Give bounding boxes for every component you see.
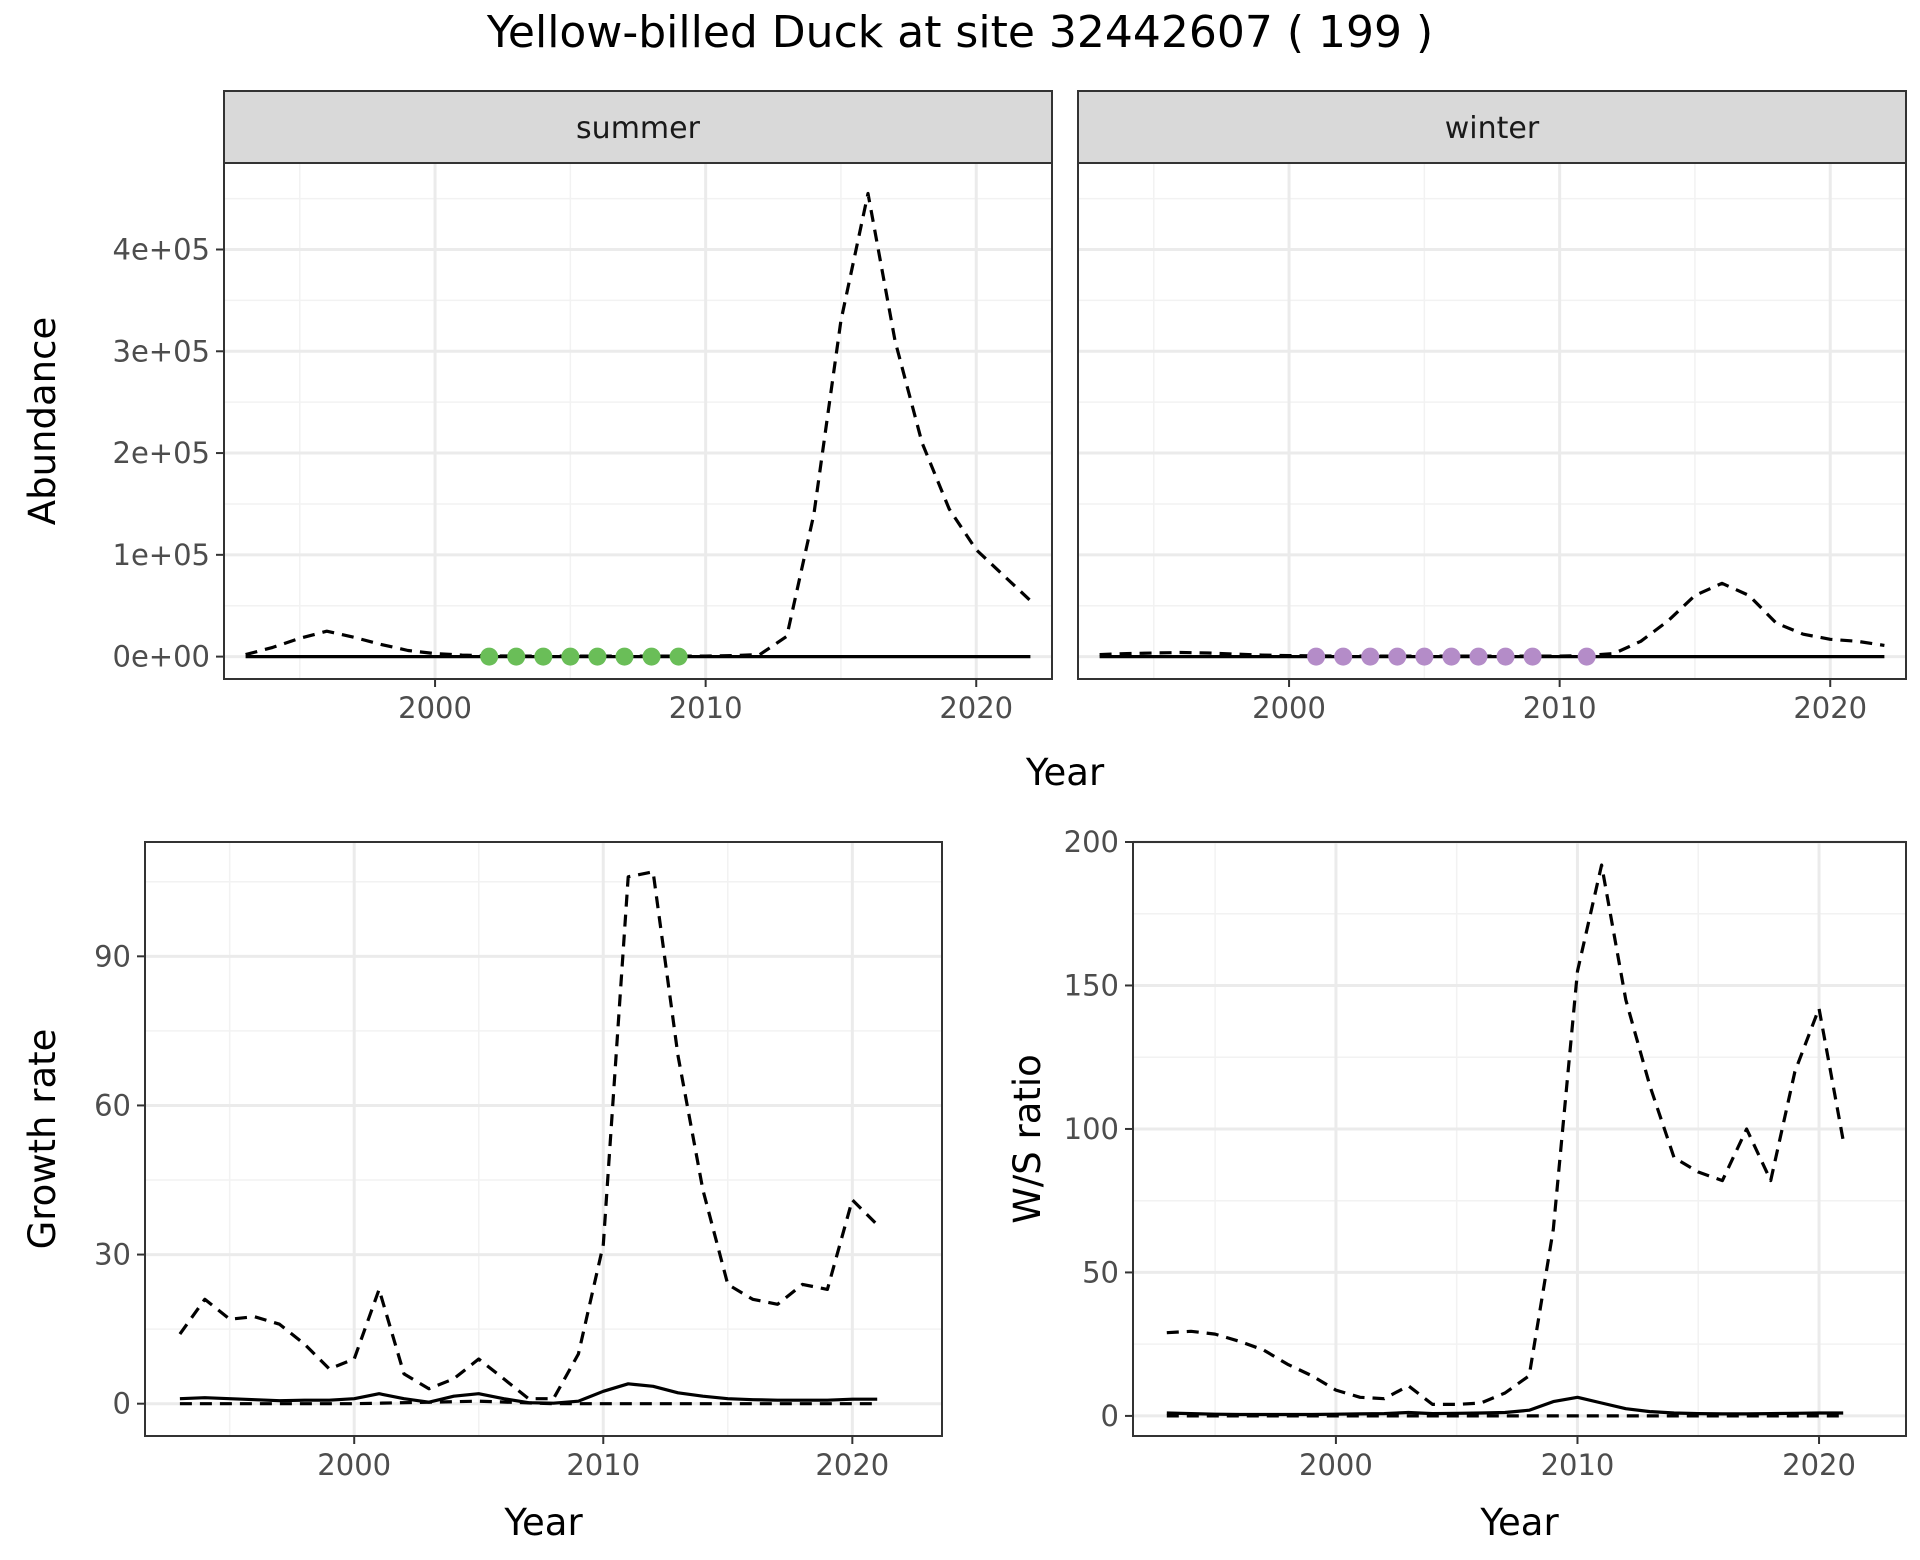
data-point — [1496, 647, 1515, 666]
y-tick-label: 30 — [94, 1238, 131, 1272]
facet-label: summer — [576, 111, 701, 146]
y-tick-label: 100 — [1064, 1112, 1119, 1146]
x-axis-label: Year — [1479, 1501, 1559, 1544]
data-point — [669, 647, 688, 666]
x-tick-label: 2010 — [669, 691, 743, 725]
data-point — [1415, 647, 1434, 666]
dashed-line — [1099, 581, 1885, 658]
data-point — [615, 647, 634, 666]
y-tick-label: 50 — [1082, 1255, 1119, 1289]
data-point — [561, 647, 580, 666]
facet-strip — [1077, 90, 1907, 164]
solid-line — [1166, 1395, 1844, 1417]
x-tick-label: 2020 — [815, 1448, 889, 1482]
y-axis-label: W/S ratio — [1006, 1054, 1049, 1224]
dashed-line — [178, 870, 879, 1401]
data-point — [1334, 647, 1353, 666]
dashed-line — [1166, 863, 1845, 1407]
abundance-panel-winter: winter 2000 2010 2020 — [1077, 90, 1907, 725]
x-tick-label: 2020 — [1793, 691, 1867, 725]
y-tick-label: 60 — [94, 1088, 131, 1122]
data-point — [1469, 647, 1488, 666]
data-point — [1442, 647, 1461, 666]
x-tick-label: 2020 — [939, 691, 1013, 725]
growth-rate-panel: 2000 2010 2020 0 30 60 90 — [94, 841, 943, 1482]
abundance-panel-summer: summer 2000 2010 2020 0e+00 1e+05 2e+05 3e+05 4e… — [113, 90, 1053, 725]
x-tick-label: 2000 — [1299, 1448, 1373, 1482]
y-tick-label: 0 — [113, 1387, 131, 1421]
panel-border — [1132, 841, 1907, 1437]
y-tick-label: 4e+05 — [113, 233, 211, 267]
y-tick-label: 1e+05 — [113, 538, 211, 572]
data-point — [1577, 647, 1596, 666]
facet-label: winter — [1445, 111, 1540, 146]
x-axis-label: Year — [1025, 751, 1105, 794]
x-tick-label: 2010 — [1541, 1448, 1615, 1482]
x-axis-label: Year — [503, 1501, 583, 1544]
data-point — [1388, 647, 1407, 666]
x-tick-label: 2000 — [398, 691, 472, 725]
y-tick-label: 200 — [1064, 825, 1119, 859]
panel-border — [1077, 162, 1907, 680]
data-point — [1361, 647, 1380, 666]
x-tick-label: 2020 — [1782, 1448, 1856, 1482]
panel-border — [223, 162, 1053, 680]
data-point — [642, 647, 661, 666]
data-point — [507, 647, 526, 666]
data-point — [1307, 647, 1326, 666]
x-tick-label: 2010 — [566, 1448, 640, 1482]
data-point — [534, 647, 553, 666]
x-tick-label: 2010 — [1523, 691, 1597, 725]
facet-strip — [223, 90, 1053, 164]
y-tick-label: 0 — [1101, 1399, 1119, 1433]
data-point — [480, 647, 499, 666]
y-tick-label: 90 — [94, 939, 131, 973]
data-point — [1523, 647, 1542, 666]
y-axis-label: Abundance — [21, 317, 64, 525]
solid-line — [179, 1382, 878, 1405]
dashed-line — [245, 191, 1032, 658]
y-tick-label: 150 — [1064, 968, 1119, 1002]
y-tick-label: 3e+05 — [113, 334, 211, 368]
y-tick-label: 0e+00 — [113, 640, 211, 674]
ws-ratio-panel: 2000 2010 2020 0 50 100 150 200 — [1064, 825, 1907, 1482]
x-tick-label: 2000 — [1252, 691, 1326, 725]
x-tick-label: 2000 — [317, 1448, 391, 1482]
panel-border — [144, 841, 943, 1437]
dashed-line — [179, 1399, 878, 1406]
y-tick-label: 2e+05 — [113, 436, 211, 470]
figure-title: Yellow-billed Duck at site 32442607 ( 19… — [486, 7, 1433, 58]
y-axis-label: Growth rate — [21, 1029, 64, 1250]
data-point — [588, 647, 607, 666]
